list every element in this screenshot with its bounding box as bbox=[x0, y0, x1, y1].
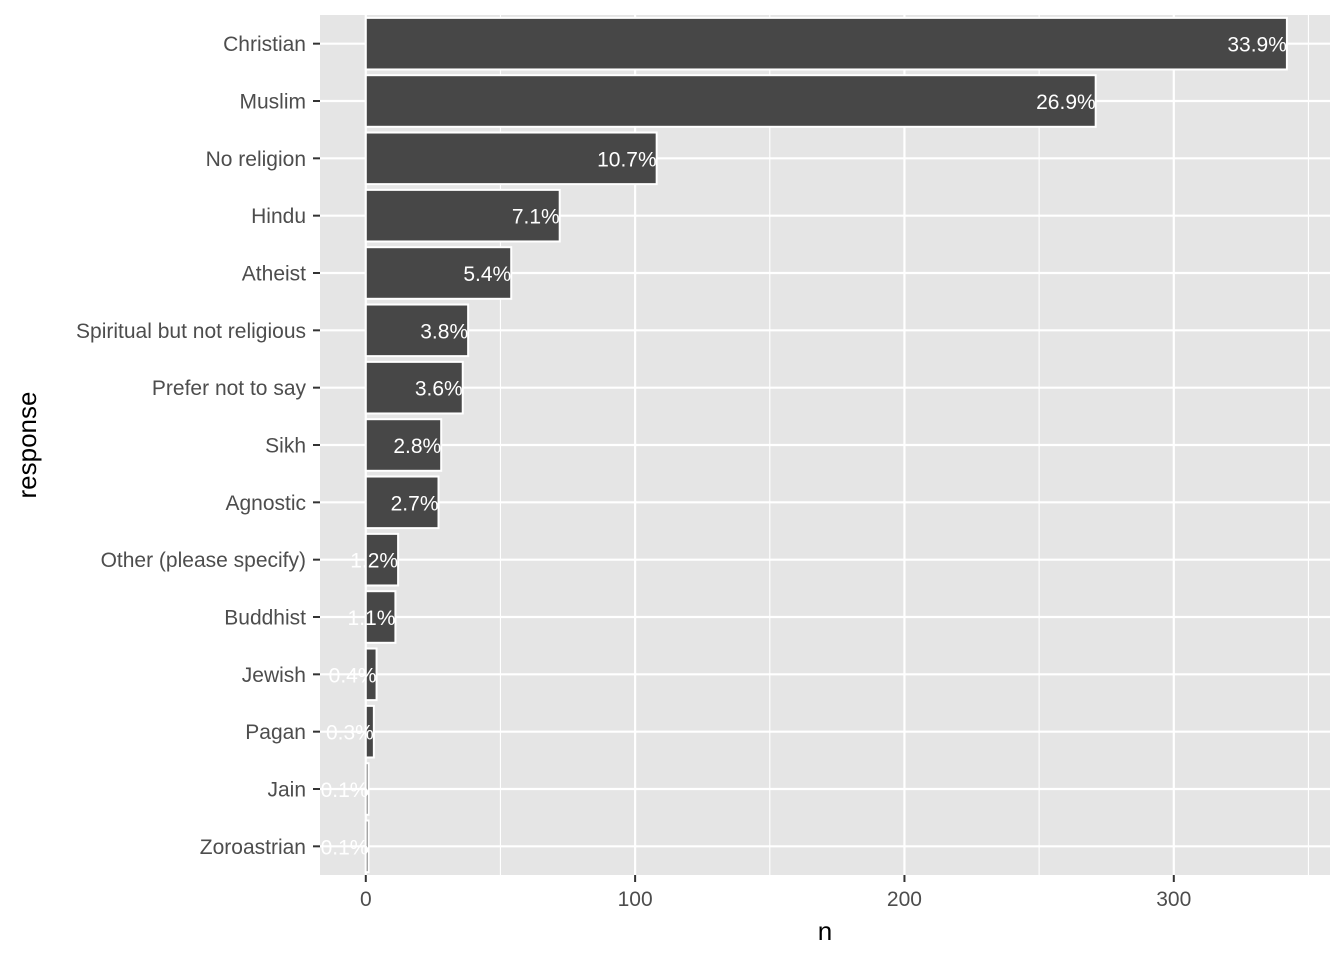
y-tick-label: Prefer not to say bbox=[152, 377, 307, 400]
bar bbox=[364, 647, 378, 702]
bar bbox=[364, 16, 1288, 71]
y-tick-label: Zoroastrian bbox=[200, 836, 306, 859]
bar bbox=[364, 819, 370, 874]
y-tick-label: Sikh bbox=[265, 435, 306, 458]
x-tick-label: 0 bbox=[360, 888, 372, 911]
y-tick-label: Jain bbox=[267, 779, 306, 802]
bar bbox=[364, 74, 1097, 128]
bar-value-label: 5.4% bbox=[463, 263, 511, 286]
bar-value-label: 7.1% bbox=[512, 206, 560, 229]
bar-value-label: 3.8% bbox=[420, 320, 468, 343]
x-tick-label: 300 bbox=[1156, 888, 1191, 911]
bar bbox=[364, 188, 561, 243]
y-tick-label: Jewish bbox=[242, 664, 306, 687]
y-tick-label: Pagan bbox=[245, 721, 306, 744]
bar-value-label: 1.2% bbox=[350, 550, 398, 573]
bar bbox=[364, 418, 443, 472]
bar bbox=[364, 246, 513, 300]
y-tick-label: Hindu bbox=[251, 205, 306, 228]
y-tick-label: Buddhist bbox=[224, 607, 306, 630]
x-axis-title: n bbox=[818, 916, 832, 946]
y-axis: Christian Muslim No religion Hindu Atheist Sp… bbox=[76, 33, 320, 859]
bar bbox=[364, 303, 470, 358]
bar bbox=[364, 590, 397, 644]
bar-value-label: 1.1% bbox=[348, 607, 396, 630]
bar-value-label: 33.9% bbox=[1227, 34, 1287, 57]
y-tick-label: Christian bbox=[223, 33, 306, 56]
bar bbox=[364, 704, 375, 759]
x-tick-label: 200 bbox=[887, 888, 922, 911]
bar bbox=[364, 762, 370, 816]
x-tick-label: 100 bbox=[618, 888, 653, 911]
bar-value-label: 10.7% bbox=[597, 148, 657, 171]
bar-value-label: 2.8% bbox=[393, 435, 441, 458]
bar bbox=[364, 475, 440, 530]
y-axis-title: response bbox=[12, 392, 42, 499]
bar-value-label: 0.4% bbox=[329, 664, 377, 687]
bars bbox=[364, 16, 1288, 874]
bar-value-label: 3.6% bbox=[415, 378, 463, 401]
bar-value-label: 0.1% bbox=[321, 836, 369, 859]
y-tick-label: Agnostic bbox=[225, 492, 306, 515]
y-tick-label: Spiritual but not religious bbox=[76, 320, 306, 343]
bar-labels: 33.9% 26.9% 10.7% 7.1% 5.4% 3.8% 3.6% 2.8% 2.7% 1… bbox=[321, 34, 1287, 860]
y-tick-label: Atheist bbox=[242, 263, 306, 286]
y-tick-label: Other (please specify) bbox=[101, 549, 306, 572]
bar bbox=[364, 532, 400, 587]
x-axis: 0 100 200 300 bbox=[360, 875, 1191, 911]
bar-value-label: 0.1% bbox=[321, 779, 369, 802]
bar-value-label: 26.9% bbox=[1036, 91, 1096, 114]
bar bbox=[364, 360, 464, 415]
bar-value-label: 0.3% bbox=[326, 722, 374, 745]
bar-value-label: 2.7% bbox=[391, 492, 439, 515]
y-tick-label: No religion bbox=[206, 148, 306, 171]
bar bbox=[364, 131, 658, 186]
y-tick-label: Muslim bbox=[240, 91, 307, 114]
